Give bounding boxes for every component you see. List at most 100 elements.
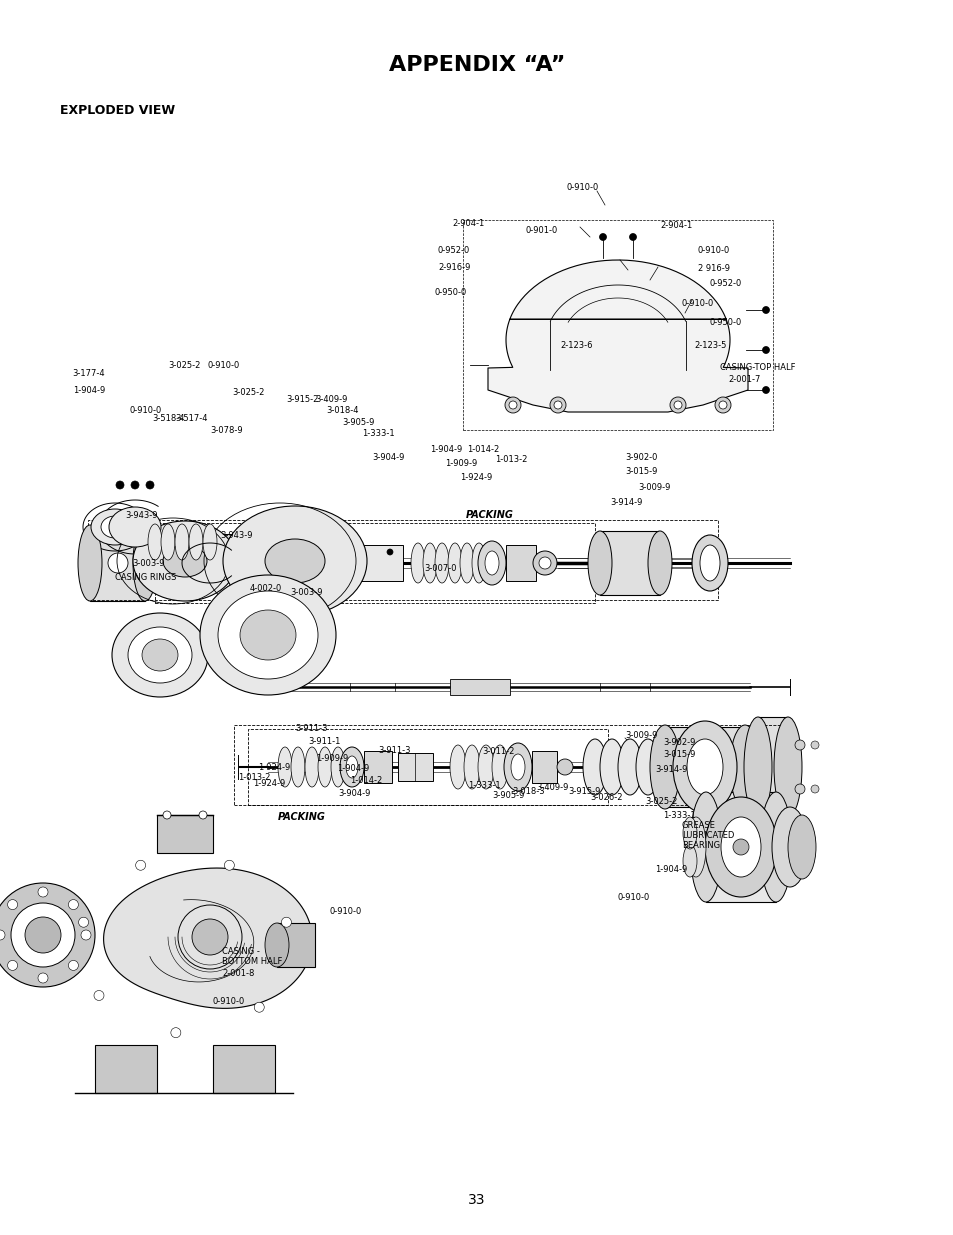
Text: 3-018-3: 3-018-3 <box>512 787 544 795</box>
Circle shape <box>108 553 128 573</box>
Text: 0-952-0: 0-952-0 <box>709 279 741 288</box>
Ellipse shape <box>112 613 208 697</box>
Bar <box>90 525 145 601</box>
Text: CASING-TOP HALF: CASING-TOP HALF <box>720 363 795 372</box>
Text: 3-078-9: 3-078-9 <box>210 426 242 435</box>
Text: 3-011-2: 3-011-2 <box>481 746 514 756</box>
Text: 0-950-0: 0-950-0 <box>435 288 467 296</box>
Text: 0-950-0: 0-950-0 <box>709 317 741 326</box>
Circle shape <box>557 760 573 776</box>
Text: 3-905-9: 3-905-9 <box>341 417 374 426</box>
Circle shape <box>761 347 769 353</box>
Ellipse shape <box>686 739 722 795</box>
Bar <box>450 679 510 695</box>
Circle shape <box>11 903 75 967</box>
Circle shape <box>116 480 124 489</box>
Ellipse shape <box>132 521 236 601</box>
Ellipse shape <box>435 543 449 583</box>
Polygon shape <box>104 868 312 1008</box>
Ellipse shape <box>691 535 727 592</box>
Text: 3-009-9: 3-009-9 <box>624 730 657 740</box>
Ellipse shape <box>448 543 461 583</box>
Ellipse shape <box>174 524 189 559</box>
Circle shape <box>163 811 171 819</box>
Circle shape <box>810 741 818 748</box>
Text: 1-013-2: 1-013-2 <box>237 773 270 782</box>
Ellipse shape <box>173 543 188 583</box>
Text: 1-904-9: 1-904-9 <box>430 445 462 453</box>
Text: 0-952-0: 0-952-0 <box>437 246 470 254</box>
Text: 2-001-8: 2-001-8 <box>222 968 254 977</box>
Polygon shape <box>488 261 747 412</box>
Ellipse shape <box>346 756 357 778</box>
Ellipse shape <box>277 747 292 787</box>
Ellipse shape <box>477 745 494 789</box>
Ellipse shape <box>132 525 157 601</box>
Ellipse shape <box>636 739 659 795</box>
Text: 1-909-9: 1-909-9 <box>315 753 348 762</box>
Text: CASING RINGS: CASING RINGS <box>115 573 176 582</box>
Text: CASING -: CASING - <box>222 946 259 956</box>
Ellipse shape <box>682 818 697 848</box>
Circle shape <box>810 785 818 793</box>
Circle shape <box>719 401 726 409</box>
Ellipse shape <box>101 516 129 538</box>
Circle shape <box>192 919 228 955</box>
Text: 3-914-9: 3-914-9 <box>655 764 687 773</box>
Circle shape <box>761 387 769 394</box>
Ellipse shape <box>339 747 364 787</box>
Text: 3-904-9: 3-904-9 <box>372 452 404 462</box>
Circle shape <box>69 899 78 910</box>
Circle shape <box>538 557 551 569</box>
Text: 3-026-2: 3-026-2 <box>589 794 622 803</box>
Circle shape <box>533 551 557 576</box>
Text: 1-924-9: 1-924-9 <box>253 778 285 788</box>
Text: 1-333-1: 1-333-1 <box>468 781 500 789</box>
Text: 3-018-4: 3-018-4 <box>326 405 358 415</box>
Text: 3-915-9: 3-915-9 <box>567 787 599 795</box>
Ellipse shape <box>200 576 335 695</box>
Text: 1-333-1: 1-333-1 <box>361 429 395 437</box>
Circle shape <box>38 887 48 897</box>
Ellipse shape <box>720 818 760 877</box>
Ellipse shape <box>729 725 760 809</box>
Text: 1-014-2: 1-014-2 <box>467 445 498 453</box>
Text: 0-910-0: 0-910-0 <box>330 908 362 916</box>
Circle shape <box>387 550 393 555</box>
Ellipse shape <box>218 592 317 679</box>
Bar <box>88 520 718 600</box>
Ellipse shape <box>223 506 367 616</box>
Circle shape <box>8 961 17 971</box>
Ellipse shape <box>459 543 474 583</box>
Text: 3-409-9: 3-409-9 <box>314 394 347 404</box>
Ellipse shape <box>743 718 771 818</box>
Text: GREASE: GREASE <box>681 820 715 830</box>
Ellipse shape <box>582 739 606 795</box>
Bar <box>95 1045 157 1093</box>
Text: 3-902-0: 3-902-0 <box>624 452 657 462</box>
Circle shape <box>504 396 520 412</box>
Text: 1-333-1: 1-333-1 <box>662 810 695 820</box>
Circle shape <box>25 918 61 953</box>
Ellipse shape <box>672 721 737 813</box>
Ellipse shape <box>704 797 776 897</box>
Text: 3-003-9: 3-003-9 <box>132 558 164 568</box>
Ellipse shape <box>187 543 201 583</box>
Circle shape <box>199 811 207 819</box>
Circle shape <box>81 930 91 940</box>
Ellipse shape <box>291 747 305 787</box>
Ellipse shape <box>128 627 192 683</box>
Bar <box>222 534 253 550</box>
Ellipse shape <box>492 745 507 789</box>
Circle shape <box>254 1003 264 1013</box>
Bar <box>705 792 775 902</box>
Ellipse shape <box>503 743 532 790</box>
Ellipse shape <box>161 543 174 583</box>
Circle shape <box>135 861 146 871</box>
Text: 3-517-4: 3-517-4 <box>174 414 208 422</box>
Circle shape <box>8 899 17 910</box>
Text: 2-904-1: 2-904-1 <box>452 219 484 227</box>
Text: 2 916-9: 2 916-9 <box>698 263 729 273</box>
Circle shape <box>794 784 804 794</box>
Text: 3-003-9: 3-003-9 <box>290 588 322 597</box>
